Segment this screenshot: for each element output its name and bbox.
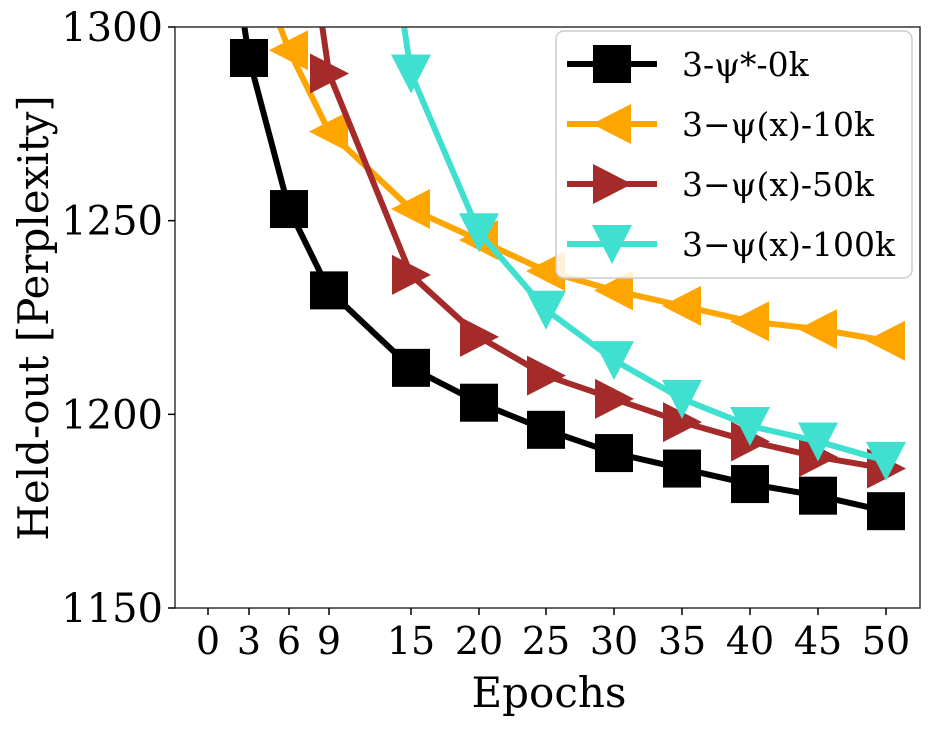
legend-label: 3−ψ(x)-50k: [682, 165, 875, 204]
data-point: [309, 111, 348, 152]
legend-marker: [593, 45, 631, 83]
data-point: [526, 290, 566, 330]
data-point: [310, 53, 349, 94]
y-tick-label: 1200: [61, 392, 163, 438]
x-tick-label: 6: [277, 619, 301, 663]
legend-label: 3-ψ*-0k: [682, 45, 810, 84]
x-tick-label: 45: [794, 619, 842, 663]
data-point: [392, 348, 430, 387]
data-point: [392, 254, 431, 295]
x-tick-label: 40: [726, 619, 774, 663]
x-axis-label: Epochs: [472, 668, 627, 717]
x-tick-label: 0: [196, 619, 220, 663]
data-point: [799, 476, 837, 515]
plot-frame: [174, 26, 921, 609]
y-axis-label: Held-out [Perplexity]: [9, 95, 58, 541]
x-tick-label: 9: [317, 619, 341, 663]
legend-marker: [592, 104, 631, 144]
data-point: [527, 355, 566, 396]
legend-label: 3−ψ(x)-100k: [682, 225, 896, 264]
x-tick-label: 35: [658, 619, 706, 663]
data-point: [730, 301, 769, 342]
series-line-2: [319, 27, 887, 472]
legend-label: 3−ψ(x)-10k: [682, 105, 875, 144]
legend-marker: [593, 164, 632, 204]
data-point: [595, 434, 633, 473]
data-point: [663, 402, 702, 443]
data-point: [731, 465, 769, 504]
data-point: [663, 449, 701, 488]
x-tick-label: 15: [387, 619, 435, 663]
x-tick-label: 25: [522, 619, 570, 663]
data-point: [595, 378, 634, 419]
data-point: [460, 316, 499, 357]
data-point: [867, 492, 905, 531]
legend-box: [555, 30, 913, 279]
data-point: [230, 38, 268, 77]
data-point: [269, 30, 308, 71]
y-tick-label: 1250: [61, 199, 163, 245]
data-point: [391, 54, 431, 94]
x-tick-label: 3: [237, 619, 261, 663]
x-tick-label: 20: [455, 619, 503, 663]
data-point: [662, 285, 701, 326]
y-tick-label: 1150: [61, 586, 163, 632]
data-point: [527, 410, 565, 449]
data-point: [310, 271, 348, 310]
data-point: [460, 383, 498, 422]
x-tick-label: 30: [590, 619, 638, 663]
legend-marker: [592, 225, 632, 264]
data-point: [270, 190, 308, 229]
data-point: [594, 270, 633, 311]
data-point: [798, 422, 838, 462]
data-point: [730, 406, 770, 446]
data-point: [594, 341, 634, 381]
data-point: [866, 320, 905, 361]
data-point: [866, 441, 906, 481]
data-point: [459, 213, 499, 253]
x-tick-label: 50: [862, 619, 910, 663]
data-point: [662, 379, 702, 419]
data-point: [391, 189, 430, 230]
data-point: [798, 309, 837, 350]
legend: 3-ψ*-0k 3−ψ(x)-10k 3−ψ(x)-50k 3−ψ(x)-100k: [555, 30, 913, 279]
y-tick-label: 1300: [61, 5, 163, 51]
